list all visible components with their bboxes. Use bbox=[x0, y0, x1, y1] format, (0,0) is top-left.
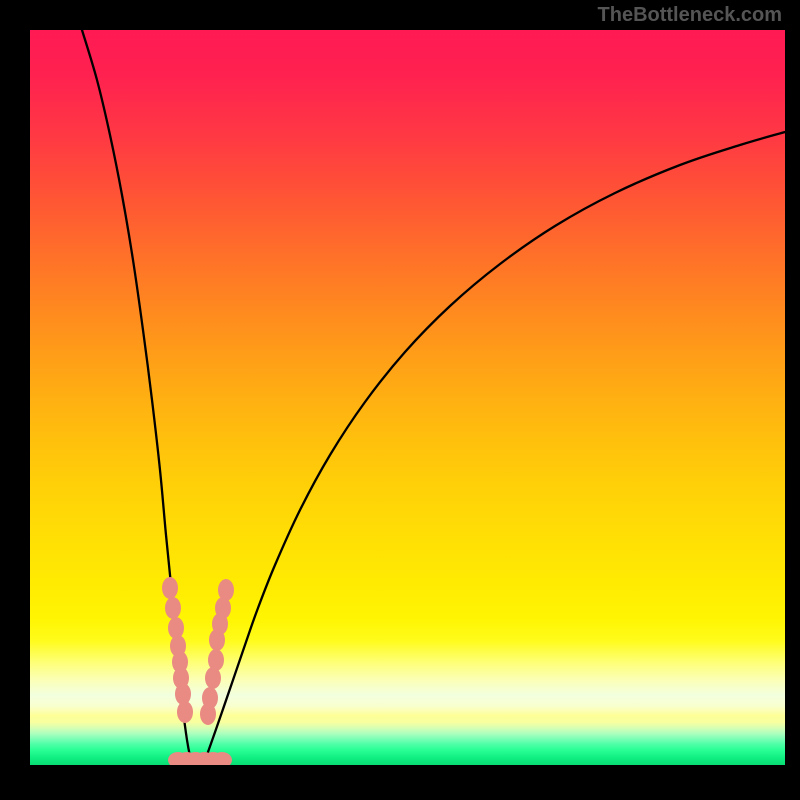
data-point bbox=[200, 703, 216, 725]
chart-frame: TheBottleneck.com bbox=[0, 0, 800, 800]
plot-background bbox=[30, 30, 785, 765]
data-point bbox=[205, 667, 221, 689]
data-point bbox=[165, 597, 181, 619]
data-point bbox=[209, 629, 225, 651]
data-point bbox=[162, 577, 178, 599]
data-point bbox=[177, 701, 193, 723]
bottleneck-chart bbox=[0, 0, 800, 800]
watermark-text: TheBottleneck.com bbox=[598, 4, 782, 27]
data-point bbox=[212, 752, 232, 768]
